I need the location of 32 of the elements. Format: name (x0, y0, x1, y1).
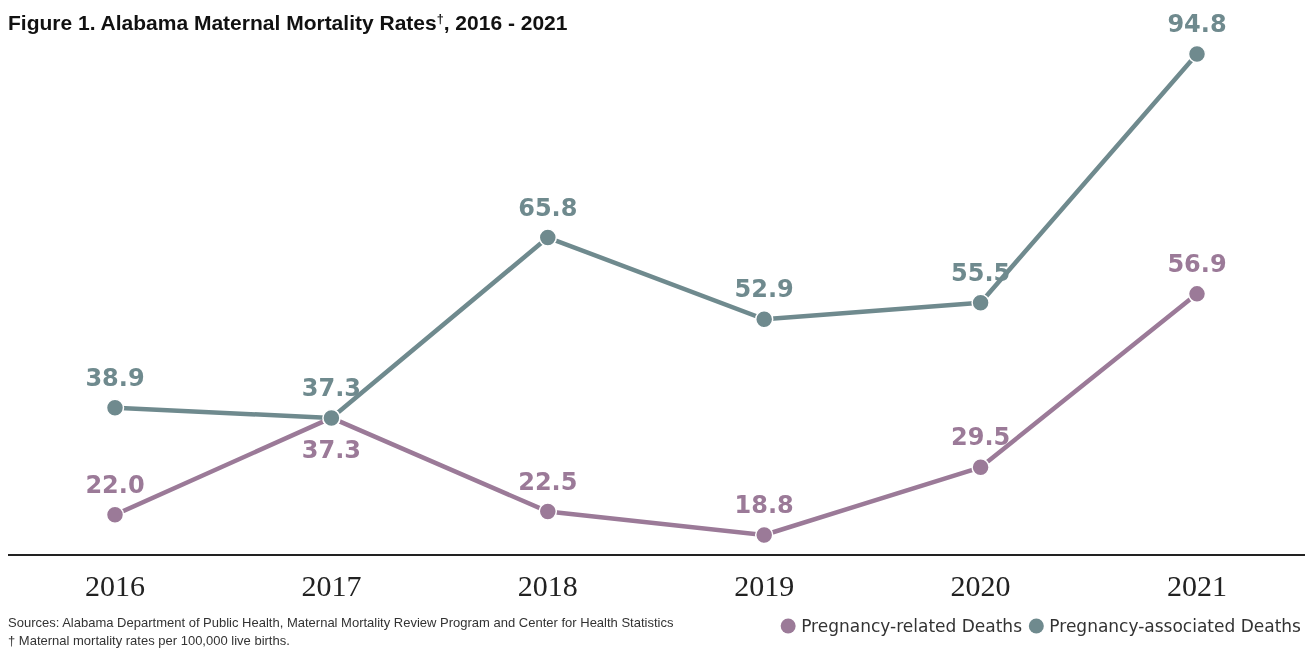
data-label: 37.3 (301, 373, 362, 402)
data-label: 56.9 (1167, 249, 1227, 278)
data-label: 37.3 (301, 435, 362, 464)
point (538, 228, 558, 247)
point (1187, 284, 1207, 304)
x-tick-label: 2019 (734, 569, 795, 602)
data-label: 29.5 (950, 423, 1011, 452)
x-tick-label: 2017 (301, 569, 362, 602)
data-label: 38.9 (85, 363, 145, 392)
data-label: 65.8 (518, 193, 578, 222)
point (538, 502, 558, 521)
data-label: 22.0 (85, 470, 145, 499)
source-note: Sources: Alabama Department of Public Health, Maternal Mortality Review Program and Center for Health Statistics (8, 615, 674, 630)
text: † Maternal mortality rates per 100,000 live births. (8, 633, 290, 648)
data-label: 22.5 (518, 467, 578, 496)
data-label: 94.8 (1167, 10, 1227, 38)
x-tick-label: 2021 (1167, 569, 1227, 602)
legend-label: Pregnancy-associated Deaths (1049, 616, 1302, 636)
x-tick-label: 2016 (85, 569, 145, 602)
data-label: 52.9 (734, 275, 794, 304)
legend-label: Pregnancy-related Deaths (801, 616, 1023, 636)
point (754, 525, 774, 545)
chart-title: Figure 1. Alabama Maternal Mortality Rates$^{†}$, 2016 - 2021 (8, 11, 568, 34)
point (971, 293, 990, 312)
point (105, 505, 125, 524)
point (105, 398, 125, 418)
point (1187, 44, 1207, 64)
x-tick-label: 2018 (517, 569, 578, 602)
x-tick-label: 2020 (950, 569, 1011, 602)
point (754, 309, 774, 329)
data-label: 18.8 (734, 491, 794, 519)
point (971, 458, 990, 477)
